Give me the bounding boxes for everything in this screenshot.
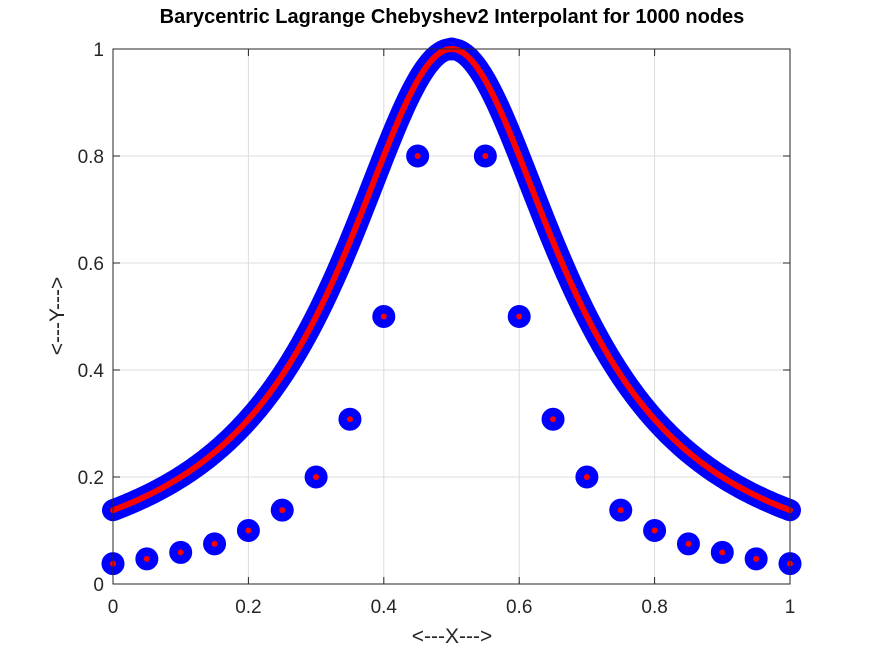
y-tick-label: 0.6 <box>78 254 104 275</box>
y-tick-label: 1 <box>93 40 104 61</box>
interpolant-point <box>651 527 658 534</box>
interpolant-point <box>380 313 387 320</box>
interpolant-point <box>279 507 286 514</box>
interpolant-point <box>211 540 218 547</box>
y-tick-label: 0.4 <box>78 361 105 382</box>
chart-title: Barycentric Lagrange Chebyshev2 Interpol… <box>160 6 745 28</box>
x-tick-label: 0.8 <box>641 597 667 618</box>
interpolant-point <box>753 555 760 562</box>
ticks: 0 0.2 0.4 0.6 0.8 1 0 0.2 0.4 0.6 0.8 1 <box>78 40 796 618</box>
y-tick-label: 0.8 <box>78 147 104 168</box>
x-axis-label: <---X---> <box>412 625 493 648</box>
axes-box <box>112 48 791 585</box>
x-tick-label: 0 <box>108 597 119 618</box>
interpolant-point <box>414 153 421 159</box>
y-axis-label: <---Y---> <box>46 277 69 356</box>
interpolant-point <box>550 416 557 423</box>
interpolant-point <box>516 313 523 320</box>
interpolant-point <box>177 549 184 556</box>
interpolant-point <box>685 540 692 547</box>
interpolant-point <box>245 527 252 534</box>
interpolant-point <box>313 474 320 480</box>
interpolant-point <box>719 549 726 556</box>
y-tick-label: 0 <box>93 575 104 596</box>
plot-area <box>113 49 790 584</box>
y-tick-label: 0.2 <box>78 468 104 489</box>
x-tick-label: 1 <box>785 597 796 618</box>
interpolant-point <box>617 507 624 514</box>
interpolant-point <box>143 555 150 562</box>
interpolant-point <box>482 153 489 159</box>
x-tick-label: 0.2 <box>235 597 261 618</box>
interpolant-point <box>346 416 353 423</box>
x-tick-label: 0.4 <box>371 597 398 618</box>
interpolant-point <box>583 474 590 480</box>
x-tick-label: 0.6 <box>506 597 532 618</box>
